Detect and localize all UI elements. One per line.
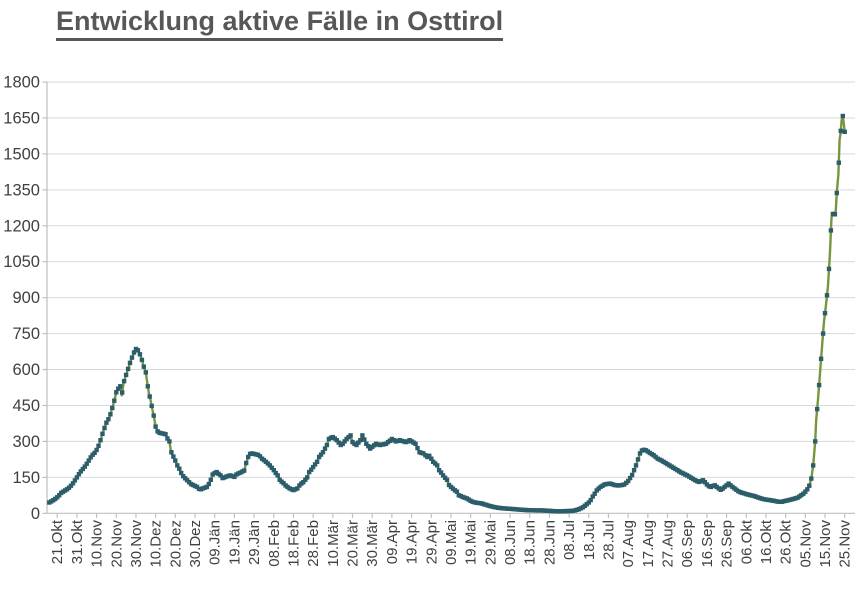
x-axis-label: 08.Jun (502, 520, 519, 565)
x-axis-label: 28.Feb (305, 520, 322, 567)
x-axis-label: 09.Mai (443, 520, 460, 565)
x-axis-label: 09.Apr (384, 520, 401, 564)
x-axis-label: 30.Nov (128, 520, 145, 568)
x-axis-label: 16.Okt (758, 519, 775, 564)
x-axis-label: 27.Aug (660, 520, 677, 568)
y-axis-label: 900 (12, 289, 40, 307)
x-axis-label: 10.Nov (89, 520, 106, 568)
series-markers (47, 113, 847, 514)
y-axis-label: 450 (12, 397, 40, 415)
x-axis-label: 18.Jul (581, 520, 598, 560)
x-axis-label: 10.Dez (148, 520, 165, 568)
x-axis-label: 05.Nov (797, 520, 814, 568)
x-axis-label: 19.Jän (226, 520, 243, 565)
x-axis-label: 28.Jun (541, 520, 558, 565)
x-axis-label: 19.Apr (404, 520, 421, 564)
x-axis-label: 17.Aug (640, 520, 657, 568)
x-axis-label: 08.Feb (266, 520, 283, 567)
x-axis-label: 30.Dez (187, 520, 204, 568)
x-axis-label: 16.Sep (699, 520, 716, 568)
series-line (48, 114, 846, 513)
x-axis-label: 26.Sep (719, 520, 736, 568)
x-axis-label: 20.Dez (167, 520, 184, 568)
x-axis-label: 15.Nov (817, 520, 834, 568)
x-axis-label: 28.Jul (600, 520, 617, 560)
y-axis-label: 1800 (3, 74, 40, 92)
chart-title: Entwicklung aktive Fälle in Osttirol (56, 6, 504, 41)
y-axis-label: 750 (12, 325, 40, 343)
x-axis-label: 10.Mär (325, 520, 342, 567)
x-axis-label: 09.Jän (207, 520, 224, 565)
y-axis-label: 1200 (3, 217, 40, 235)
x-axis-label: 18.Feb (285, 520, 302, 567)
x-axis-label: 29.Apr (423, 520, 440, 564)
x-axis-label: 07.Aug (620, 520, 637, 568)
x-axis-label: 29.Mai (482, 520, 499, 565)
y-axis-label: 300 (12, 433, 40, 451)
x-axis-label: 06.Sep (679, 520, 696, 568)
x-axis-label: 21.Okt (49, 519, 66, 564)
x-axis-label: 19.Mai (463, 520, 480, 565)
x-axis-label: 25.Nov (837, 520, 854, 568)
x-axis-label: 08.Jul (561, 520, 578, 560)
y-axis-label: 1500 (3, 145, 40, 163)
y-axis-label: 150 (12, 469, 40, 487)
x-axis-label: 31.Okt (69, 519, 86, 564)
y-axis-label: 1650 (3, 109, 40, 127)
x-axis-label: 26.Okt (778, 519, 795, 564)
x-axis-label: 06.Okt (738, 519, 755, 564)
y-axis-label: 1050 (3, 253, 40, 271)
x-axis-label: 20.Mär (345, 520, 362, 567)
x-axis-label: 29.Jän (246, 520, 263, 565)
y-axis-label: 0 (31, 505, 40, 523)
x-axis-label: 20.Nov (108, 520, 125, 568)
x-axis-label: 30.Mär (364, 520, 381, 567)
x-axis-label: 18.Jun (522, 520, 539, 565)
y-axis-label: 600 (12, 361, 40, 379)
y-axis-label: 1350 (3, 181, 40, 199)
